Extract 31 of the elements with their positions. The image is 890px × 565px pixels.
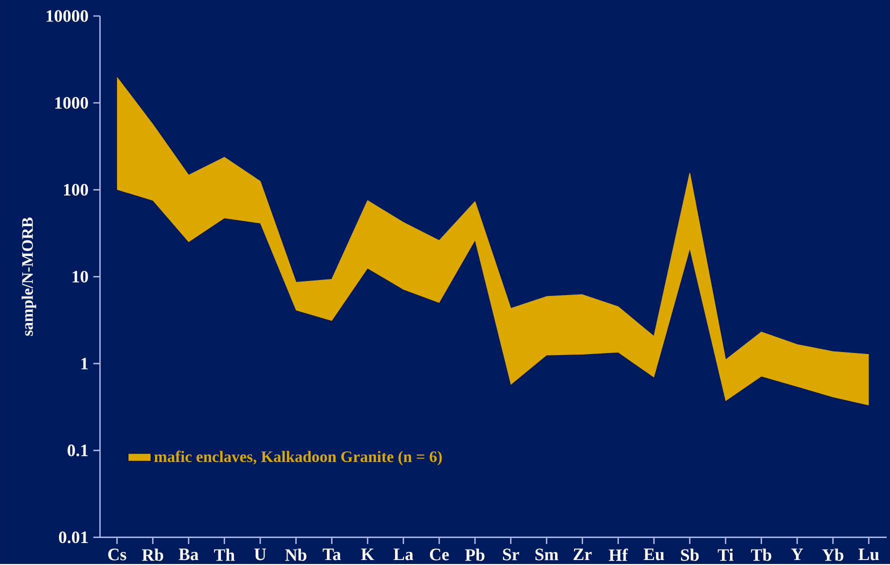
y-tick-label: 0.01 bbox=[58, 531, 88, 544]
x-tick-label: Tb bbox=[751, 548, 772, 561]
x-tick-label: Ta bbox=[322, 548, 341, 560]
x-tick-label: Lu bbox=[858, 548, 879, 560]
x-tick-label: Pb bbox=[465, 548, 484, 561]
y-tick-label: 1000 bbox=[55, 96, 88, 109]
x-tick-label: Sr bbox=[503, 548, 520, 560]
x-tick-label: Cs bbox=[108, 548, 126, 560]
x-tick-label: La bbox=[394, 548, 414, 560]
x-tick-label: Ce bbox=[430, 548, 449, 560]
y-tick-label: 0.1 bbox=[68, 444, 88, 456]
x-tick-label: Sm bbox=[535, 548, 558, 560]
x-tick-label: K bbox=[361, 548, 374, 560]
x-tick-label: Ti bbox=[718, 548, 734, 561]
x-tick-label: Rb bbox=[142, 548, 164, 561]
x-tick-label: U bbox=[254, 548, 266, 560]
x-tick-label: Yb bbox=[822, 548, 844, 561]
y-axis-title: sample/N-MORB bbox=[22, 217, 36, 336]
y-tick-label: 10000 bbox=[46, 10, 88, 22]
x-tick-label: Y bbox=[791, 548, 804, 560]
x-tick-label: Th bbox=[214, 548, 235, 561]
x-tick-label: Hf bbox=[608, 548, 628, 561]
legend-label: mafic enclaves, Kalkadoon Granite (n = 6) bbox=[154, 450, 442, 466]
x-tick-label: Eu bbox=[644, 548, 664, 560]
x-tick-label: Nb bbox=[285, 548, 306, 561]
y-tick-label: 1 bbox=[81, 358, 88, 370]
x-tick-label: Zr bbox=[574, 548, 592, 560]
x-tick-label: Sb bbox=[681, 548, 699, 561]
y-tick-label: 10 bbox=[72, 270, 88, 282]
y-tick-label: 100 bbox=[64, 184, 88, 196]
x-tick-label: Ba bbox=[178, 548, 198, 560]
